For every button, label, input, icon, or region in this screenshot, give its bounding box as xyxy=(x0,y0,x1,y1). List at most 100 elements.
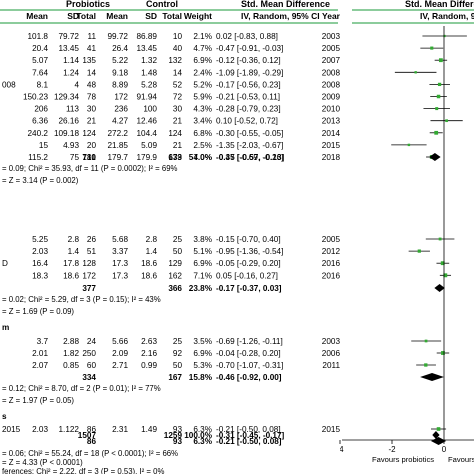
smd-ci: 0.10 [-0.52, 0.72] xyxy=(216,117,278,126)
year: 2011 xyxy=(322,361,340,370)
effect-marker xyxy=(407,143,411,147)
control-total: 52 xyxy=(173,80,183,89)
table-body: 101.8 79.72 11 99.72 86.89 10 2.1% 0.02 [-0.83,… xyxy=(2,32,340,468)
year: 2014 xyxy=(322,129,341,138)
control-sd: 5.28 xyxy=(141,80,157,89)
control-mean: 179.7 xyxy=(108,153,129,162)
effect-marker xyxy=(436,94,441,99)
probiotics-mean: 240.2 xyxy=(28,129,49,138)
probiotics-total: 124 xyxy=(82,129,96,138)
probiotics-mean: 8.1 xyxy=(37,80,49,89)
effect-marker xyxy=(430,46,434,50)
control-total: 25 xyxy=(173,337,183,346)
smd-ci: -0.21 [-0.53, 0.11] xyxy=(216,93,280,102)
smd-ci: -0.15 [-0.70, 0.40] xyxy=(216,235,281,244)
probiotics-sd: 109.18 xyxy=(54,129,79,138)
smd-ci: -0.04 [-0.28, 0.20] xyxy=(216,349,281,358)
probiotics-total: 41 xyxy=(87,44,97,53)
control-sd: 13.45 xyxy=(137,44,158,53)
control-sd: 2.8 xyxy=(146,235,158,244)
control-sd: 1.48 xyxy=(141,68,157,77)
control-mean: 272.2 xyxy=(108,129,129,138)
probiotics-total: 24 xyxy=(87,337,97,346)
weight: 6.9% xyxy=(193,349,212,358)
smd-ci: 0.02 [-0.83, 0.88] xyxy=(216,32,278,41)
effect-marker xyxy=(424,363,428,367)
smd-ci: -0.30 [-0.55, -0.05] xyxy=(216,129,283,138)
control-mean: 5.22 xyxy=(112,56,128,65)
weight: 6.3% xyxy=(193,425,212,434)
weight: 54.0% xyxy=(189,153,213,162)
control-total: 21 xyxy=(173,117,183,126)
weight: 15.8% xyxy=(189,373,213,382)
effect-marker xyxy=(445,119,448,123)
probiotics-mean: 2.03 xyxy=(32,247,48,256)
control-total: 633 xyxy=(168,153,182,162)
control-mean: 99.72 xyxy=(108,32,129,41)
effect-marker xyxy=(435,107,439,111)
subgroup-difference-text: ferences: Chi² = 2.22, df = 3 (P = 0.53)… xyxy=(2,467,164,474)
probiotics-mean: 2.03 xyxy=(32,425,48,434)
control-sd: 100 xyxy=(143,105,157,114)
probiotics-sd: 17.8 xyxy=(63,259,79,268)
probiotics-mean: 2.07 xyxy=(32,361,48,370)
column-header: Total xyxy=(76,11,96,21)
control-total: 93 xyxy=(173,437,183,446)
weight: 5.9% xyxy=(193,93,212,102)
study-label: 008 xyxy=(2,80,16,89)
control-mean: 236 xyxy=(114,105,128,114)
heterogeneity-text: = 0.09; Chi² = 35.93, df = 11 (P = 0.000… xyxy=(2,164,178,173)
control-total: 25 xyxy=(173,235,183,244)
probiotics-mean: 3.7 xyxy=(37,337,49,346)
control-sd: 91.94 xyxy=(137,93,158,102)
probiotics-total: 11 xyxy=(88,32,97,41)
probiotics-sd: 1.14 xyxy=(63,56,79,65)
year: 2005 xyxy=(322,44,341,53)
control-total: 124 xyxy=(168,129,182,138)
probiotics-mean: 2.01 xyxy=(32,349,48,358)
year: 2003 xyxy=(322,337,341,346)
probiotics-total: 710 xyxy=(82,153,96,162)
probiotics-mean: 5.25 xyxy=(32,235,48,244)
effect-marker xyxy=(437,82,442,87)
effect-marker xyxy=(436,427,441,431)
smd-ci: -0.17 [-0.56, 0.23] xyxy=(216,80,281,89)
control-total: 72 xyxy=(173,93,183,102)
smd-ci: -0.47 [-0.91, -0.03] xyxy=(216,44,283,53)
weight: 7.1% xyxy=(193,271,212,280)
control-mean: 2.31 xyxy=(112,425,128,434)
year: 2006 xyxy=(322,349,341,358)
probiotics-total: 78 xyxy=(87,93,97,102)
subtotal-diamond xyxy=(429,153,441,161)
effect-marker xyxy=(441,351,445,355)
x-tick-label: -2 xyxy=(388,445,396,454)
subgroup-title: s xyxy=(2,412,7,421)
overall-heterogeneity-text: = 0.06; Chi² = 55.24, df = 18 (P < 0.000… xyxy=(2,449,178,458)
probiotics-mean: 6.36 xyxy=(32,117,48,126)
probiotics-sd: 13.45 xyxy=(59,44,80,53)
weight: 2.5% xyxy=(193,141,212,150)
probiotics-total: 181 xyxy=(82,153,96,162)
smd-ci: -0.69 [-1.26, -0.11] xyxy=(216,337,283,346)
column-header: SD xyxy=(145,11,157,21)
probiotics-total: 48 xyxy=(87,80,97,89)
heterogeneity-text: = 0.12; Chi² = 8.70, df = 2 (P = 0.01); … xyxy=(2,384,161,393)
probiotics-header: Probiotics xyxy=(66,0,110,9)
control-mean: 8.89 xyxy=(112,80,128,89)
smd-ci: -0.47 [-0.69, -0.26] xyxy=(216,153,283,162)
probiotics-total: 135 xyxy=(82,56,96,65)
year: 2013 xyxy=(322,117,341,126)
smd-ci: -0.12 [-0.36, 0.12] xyxy=(216,56,281,65)
weight: 4.7% xyxy=(193,44,212,53)
smd-ci: -0.95 [-1.36, -0.54] xyxy=(216,247,283,256)
column-header: Mean xyxy=(106,11,128,21)
probiotics-total: 51 xyxy=(87,247,97,256)
control-sd: 1.4 xyxy=(146,247,158,256)
overall-weight: 100.0% xyxy=(184,431,212,440)
method-header-right: IV, Random, 95 xyxy=(420,11,474,21)
probiotics-total: 172 xyxy=(82,271,96,280)
control-sd: 1.32 xyxy=(141,56,157,65)
weight: 5.3% xyxy=(193,361,212,370)
smd-ci: -0.05 [-0.29, 0.20] xyxy=(216,259,281,268)
overall-effect-text: = Z = 4.33 (P < 0.0001) xyxy=(2,458,83,467)
